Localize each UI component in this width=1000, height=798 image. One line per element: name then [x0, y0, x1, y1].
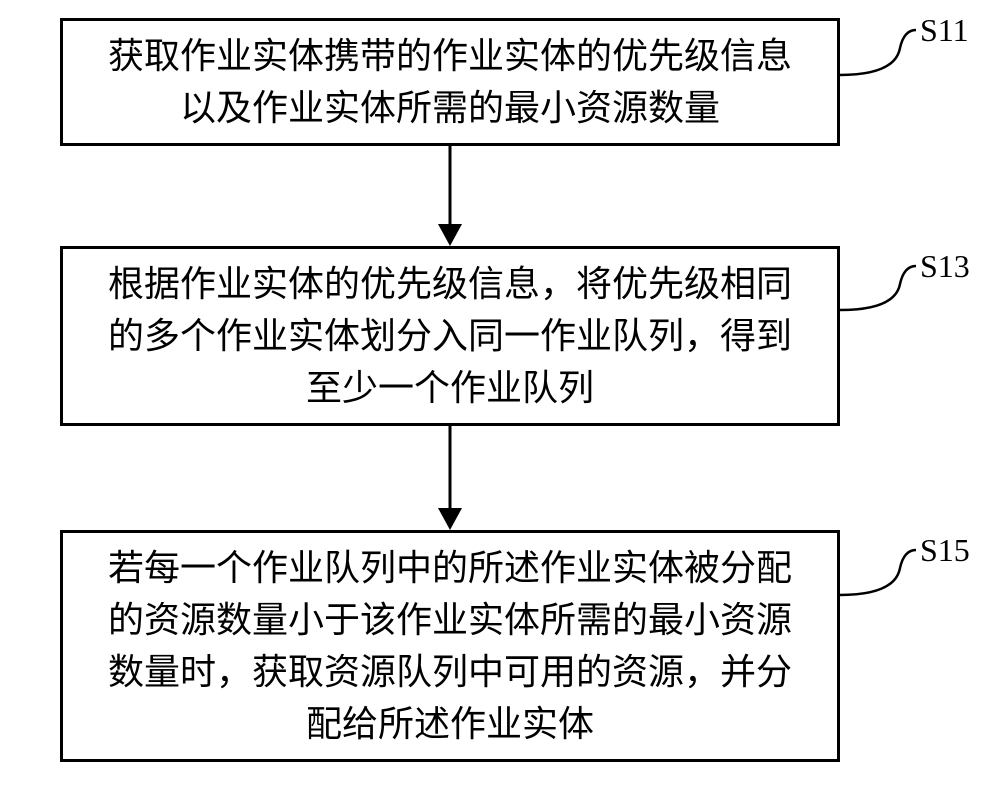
flowchart-node-3: 若每一个作业队列中的所述作业实体被分配 的资源数量小于该作业实体所需的最小资源 … — [60, 530, 840, 762]
edge-1-arrowhead — [438, 224, 462, 246]
flowchart-canvas: 获取作业实体携带的作业实体的优先级信息 以及作业实体所需的最小资源数量 根据作业… — [0, 0, 1000, 798]
step-label-s13: S13 — [920, 248, 970, 285]
flowchart-node-2: 根据作业实体的优先级信息，将优先级相同 的多个作业实体划分入同一作业队列，得到 … — [60, 246, 840, 426]
step-label-s11: S11 — [920, 12, 969, 49]
callout-s13 — [840, 266, 916, 310]
node-3-text: 若每一个作业队列中的所述作业实体被分配 的资源数量小于该作业实体所需的最小资源 … — [108, 542, 792, 751]
callout-s15 — [840, 550, 916, 595]
flowchart-node-1: 获取作业实体携带的作业实体的优先级信息 以及作业实体所需的最小资源数量 — [60, 18, 840, 146]
step-label-s15: S15 — [920, 532, 970, 569]
edge-2-arrowhead — [438, 508, 462, 530]
node-1-text: 获取作业实体携带的作业实体的优先级信息 以及作业实体所需的最小资源数量 — [108, 30, 792, 134]
callout-s11 — [840, 30, 916, 75]
node-2-text: 根据作业实体的优先级信息，将优先级相同 的多个作业实体划分入同一作业队列，得到 … — [108, 258, 792, 415]
